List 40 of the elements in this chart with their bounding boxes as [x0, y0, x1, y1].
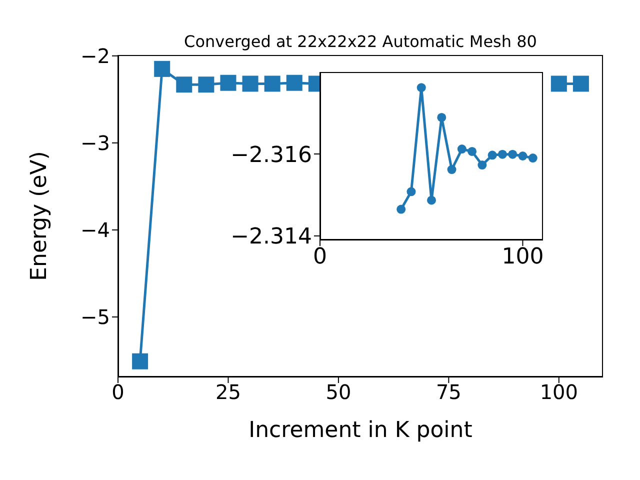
point: [498, 150, 507, 159]
x-tick-label: 50: [326, 380, 352, 404]
point: [176, 76, 192, 93]
point: [447, 165, 456, 174]
point: [132, 353, 148, 370]
chart-title: Converged at 22x22x22 Automatic Mesh 80: [183, 32, 538, 51]
point: [550, 76, 567, 92]
x-axis-title: Increment in K point: [248, 418, 473, 443]
y-tick-label: −5: [80, 305, 110, 330]
point: [154, 60, 170, 77]
y-tick-label: −3: [80, 130, 110, 155]
point: [488, 150, 497, 160]
x-tick-label: 100: [540, 380, 578, 404]
point: [242, 76, 258, 92]
x-tick-label: 100: [502, 244, 544, 270]
x-tick-label: 75: [436, 380, 462, 404]
point: [572, 76, 589, 92]
point: [220, 74, 236, 91]
point: [427, 196, 436, 205]
point: [286, 74, 302, 91]
x-tick-label: 25: [216, 380, 241, 404]
point: [518, 152, 528, 160]
point: [508, 150, 518, 159]
y-tick-label: −2: [80, 44, 110, 68]
point: [406, 187, 416, 196]
x-tick-label: 0: [313, 244, 327, 270]
point: [198, 76, 214, 93]
point: [457, 144, 466, 154]
point: [437, 112, 446, 122]
point: [396, 204, 406, 214]
point: [528, 154, 538, 163]
x-tick-label: 0: [112, 380, 124, 404]
point: [478, 160, 487, 170]
y-tick-label: −2.314: [230, 224, 312, 250]
point: [468, 146, 477, 156]
y-axis-title: Energy (eV): [26, 151, 52, 281]
y-tick-label: −4: [80, 218, 110, 242]
point: [416, 83, 426, 92]
y-tick-label: −2.316: [230, 142, 312, 168]
point: [264, 76, 280, 92]
